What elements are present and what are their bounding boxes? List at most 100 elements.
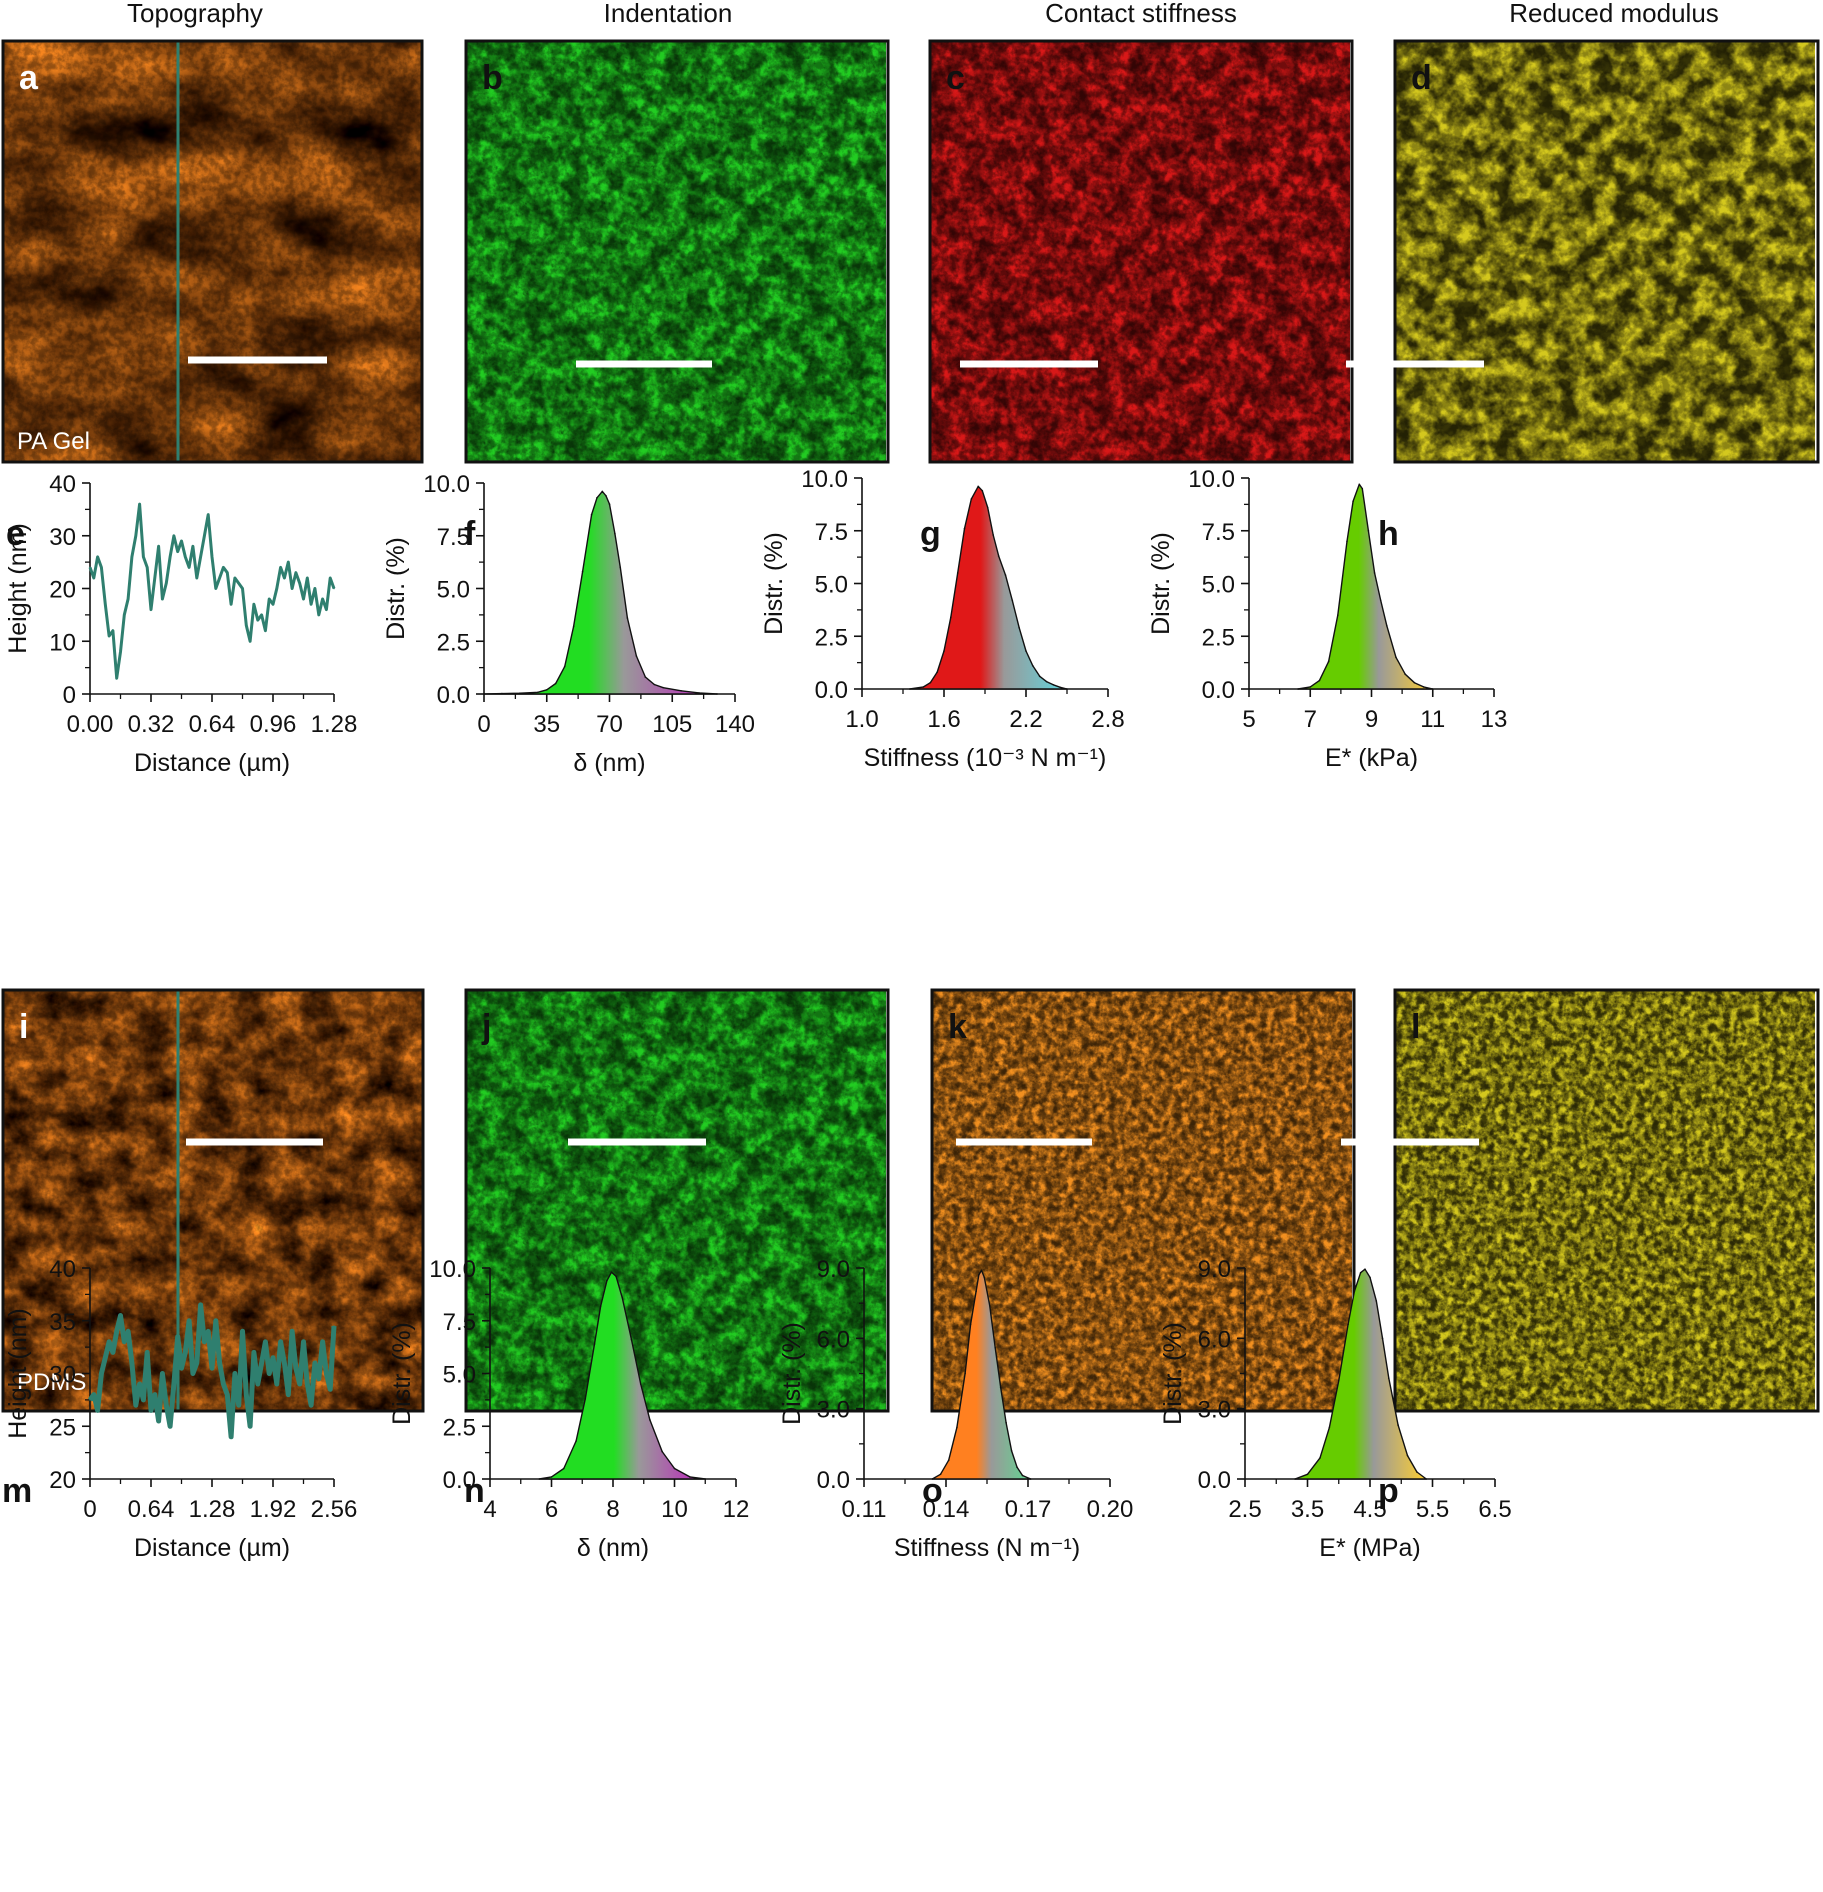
data-point [207,1330,209,1333]
sample-label: PDMS [17,1369,86,1396]
data-point [89,566,91,569]
data-point [680,690,683,692]
data-point [230,603,232,606]
y-tick-label: 5.0 [1202,572,1235,599]
y-tick-label: 40 [49,1256,76,1283]
data-point [1364,1268,1366,1270]
data-point [283,577,286,579]
data-point [1004,574,1007,576]
data-point [1425,1478,1428,1480]
data-point [1416,1471,1418,1473]
x-tick-label: 2.5 [1228,1496,1261,1523]
sample-label: PA Gel [17,428,90,455]
data-point [165,582,168,585]
data-point [992,534,994,536]
data-point [704,1478,707,1480]
data-point [1066,688,1068,690]
data-point [264,1341,267,1343]
data-point [1367,529,1370,532]
data-point [1361,487,1364,490]
y-tick-label: 25 [49,1414,76,1441]
data-point [150,608,152,611]
data-point [226,1393,229,1396]
panel-letter-h: h [1378,515,1399,553]
data-point [329,1388,331,1391]
panel-letter: c [946,59,965,97]
data-point [988,1304,991,1307]
data-point [180,540,183,542]
data-point [138,1383,141,1385]
data-point [237,1404,240,1406]
data-point [104,603,107,606]
y-tick-label: 40 [49,471,76,498]
map-d-reduced-modulus: d [1393,39,1820,464]
x-axis-label: Distance (µm) [134,1534,290,1562]
data-point [593,1343,596,1345]
data-point [1294,1478,1296,1480]
data-point [1359,1271,1362,1274]
data-point [321,598,324,600]
data-point [93,1393,95,1396]
data-point [89,1399,91,1401]
panel-letter: j [481,1008,491,1046]
chart-e: 0.00 0.32 0.64 0.96 1.28 0 10 20 30 40 Distance (µ… [4,471,357,777]
y-tick-label: 2.5 [1202,624,1235,651]
data-point [287,1393,290,1396]
x-tick-label: 8 [606,1496,619,1523]
data-point [237,582,240,585]
data-point [599,1305,602,1307]
y-axis-label: Distr. (%) [382,537,410,640]
x-tick-label: 1.6 [927,706,960,733]
x-tick-label: 5 [1242,706,1255,733]
x-axis-label: Distance (µm) [134,749,290,777]
data-point [1011,599,1014,602]
data-point [590,513,593,516]
panel-letter: a [19,59,39,97]
y-tick-label: 0.0 [1202,677,1235,704]
data-point [956,572,959,574]
data-point [1387,1377,1390,1379]
x-tick-label: 0.32 [128,711,175,738]
data-point [306,577,309,579]
data-point [169,556,171,558]
x-tick-label: 3.5 [1291,1496,1324,1523]
panel-letter: k [948,1008,967,1046]
y-tick-label: 5.0 [815,572,848,599]
y-tick-label: 9.0 [817,1256,850,1283]
x-axis-label: Stiffness (N m⁻¹) [894,1534,1080,1562]
y-tick-label: 9.0 [1198,1256,1231,1283]
data-point [1059,686,1061,689]
data-point [1381,1337,1384,1340]
data-point [176,550,179,553]
data-point [1038,675,1041,678]
x-tick-label: 7 [1304,706,1317,733]
data-point [188,1319,190,1322]
data-point [226,571,229,574]
x-tick-label: 35 [533,711,560,738]
data-point [964,1372,966,1375]
data-point [134,1404,137,1406]
data-point [161,1372,164,1375]
data-point [975,1290,977,1293]
header-reduced-modulus: Reduced modulus [1509,0,1719,28]
y-tick-label: 0 [63,682,76,709]
data-point [1404,673,1406,676]
chart-p: 2.5 3.5 4.5 5.5 6.5 0.0 3.0 6.0 9.0 E* (MPa) Distr… [1159,1256,1512,1562]
data-point [689,1476,691,1478]
data-point [1373,572,1376,574]
y-tick-label: 6.0 [817,1326,850,1353]
data-point [241,1330,244,1333]
data-point [983,1276,986,1279]
data-point [977,485,979,488]
data-point [146,1351,148,1354]
x-tick-label: 0.17 [1005,1496,1052,1523]
x-tick-label: 11 [1420,706,1445,733]
panel-letter: l [1411,1008,1420,1046]
data-point [1397,1424,1399,1426]
y-tick-label: 7.5 [437,524,470,551]
y-tick-label: 10.0 [1188,466,1235,493]
data-point [1005,1421,1007,1424]
y-tick-label: 20 [49,577,76,604]
data-point [325,1372,328,1375]
data-point [207,513,209,516]
